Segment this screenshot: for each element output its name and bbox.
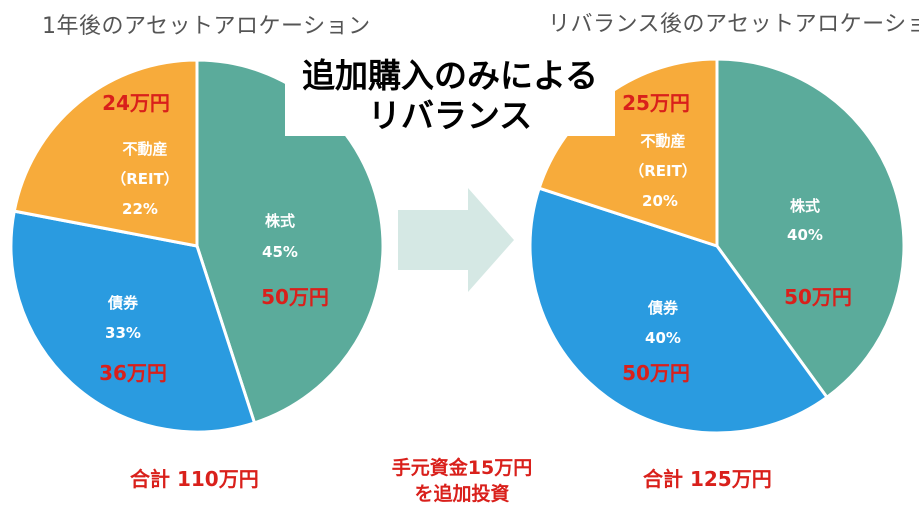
slice-label: 株式: [265, 212, 295, 230]
total-before: 合計 110万円: [130, 467, 259, 491]
slice-percent-label: 40%: [787, 226, 823, 244]
slice-percent-label: 20%: [642, 192, 678, 210]
slice-amount-label: 50万円: [784, 285, 852, 309]
investment-note: 手元資金15万円 を追加投資: [372, 455, 552, 507]
pie-chart-before: 株式 45% 50万円 債券 33% 36万円 不動産 （REIT） 22% 24万円: [9, 58, 385, 434]
slice-sublabel: （REIT）: [629, 162, 697, 180]
chart-title-after: リバランス後のアセットアロケーション: [548, 12, 919, 37]
slice-label: 債券: [107, 294, 139, 312]
slice-percent-label: 22%: [122, 200, 158, 218]
pie-slice-stocks: [195, 58, 385, 425]
slice-amount-label: 50万円: [622, 361, 690, 385]
headline-line-1: 追加購入のみによる: [285, 56, 615, 96]
slice-label: 株式: [790, 197, 820, 215]
pie-slice-bonds: [528, 186, 830, 435]
pie-slice-stocks: [715, 57, 906, 400]
slice-label: 債券: [647, 299, 679, 317]
slice-amount-label: 50万円: [261, 285, 329, 309]
headline-line-2: リバランス: [285, 96, 615, 136]
slice-amount-label: 24万円: [102, 91, 170, 115]
pie-slice-bonds: [9, 209, 257, 434]
headline: 追加購入のみによる リバランス: [285, 56, 615, 136]
arrow-icon: [398, 188, 514, 292]
note-line-2: を追加投資: [414, 483, 510, 505]
slice-percent-label: 40%: [645, 329, 681, 347]
slice-label: 不動産: [640, 132, 685, 150]
pie-slice-reit: [12, 58, 199, 248]
slice-amount-label: 25万円: [622, 91, 690, 115]
slice-percent-label: 33%: [105, 324, 141, 342]
slice-percent-label: 45%: [262, 243, 298, 261]
slice-amount-label: 36万円: [99, 361, 167, 385]
chart-title-before: 1年後のアセットアロケーション: [42, 14, 371, 39]
slice-sublabel: （REIT）: [111, 170, 179, 188]
slice-label: 不動産: [122, 140, 167, 158]
total-after: 合計 125万円: [643, 467, 772, 491]
note-line-1: 手元資金15万円: [391, 457, 533, 479]
